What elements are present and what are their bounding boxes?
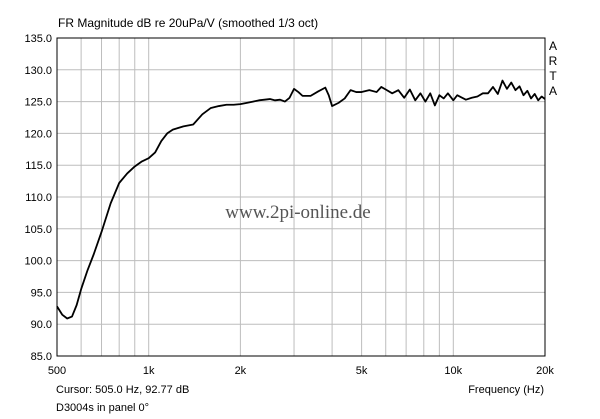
side-label-letter: A [549, 39, 557, 53]
side-label-letter: A [549, 84, 557, 98]
y-tick-label: 120.0 [24, 128, 52, 140]
cursor-readout: Cursor: 505.0 Hz, 92.77 dB [56, 384, 189, 396]
panel-note: D3004s in panel 0° [56, 402, 149, 414]
x-tick-label: 1k [143, 365, 155, 377]
plot-frame [56, 37, 546, 357]
y-tick-label: 90.0 [31, 319, 52, 331]
series-group [56, 79, 546, 320]
side-label-letter: T [549, 69, 557, 83]
y-tick-label: 125.0 [24, 97, 52, 109]
y-tick-label: 100.0 [24, 256, 52, 268]
x-tick-label: 10k [444, 365, 462, 377]
watermark: www.2pi-online.de [225, 202, 370, 223]
y-tick-label: 95.0 [31, 287, 52, 299]
series-line [56, 79, 546, 320]
x-axis-label: Frequency (Hz) [468, 384, 544, 396]
y-tick-label: 135.0 [24, 33, 52, 45]
x-tick-label: 5k [356, 365, 368, 377]
y-tick-label: 105.0 [24, 224, 52, 236]
x-tick-labels: 500 1k 2k 5k 10k 20k [48, 365, 555, 377]
grid-lines [57, 38, 545, 356]
y-tick-label: 115.0 [25, 160, 52, 172]
x-tick-label: 2k [235, 365, 247, 377]
side-label-letter: R [549, 54, 558, 68]
y-tick-label: 110.0 [25, 192, 52, 204]
x-tick-label: 20k [536, 365, 554, 377]
x-tick-label: 500 [48, 365, 66, 377]
y-tick-labels: 85.0 90.0 95.0 100.0 105.0 110.0 115.0 120.0 125… [24, 33, 52, 363]
y-tick-label: 130.0 [24, 65, 52, 77]
y-tick-label: 85.0 [31, 351, 52, 363]
chart-title: FR Magnitude dB re 20uPa/V (smoothed 1/3… [58, 16, 318, 30]
